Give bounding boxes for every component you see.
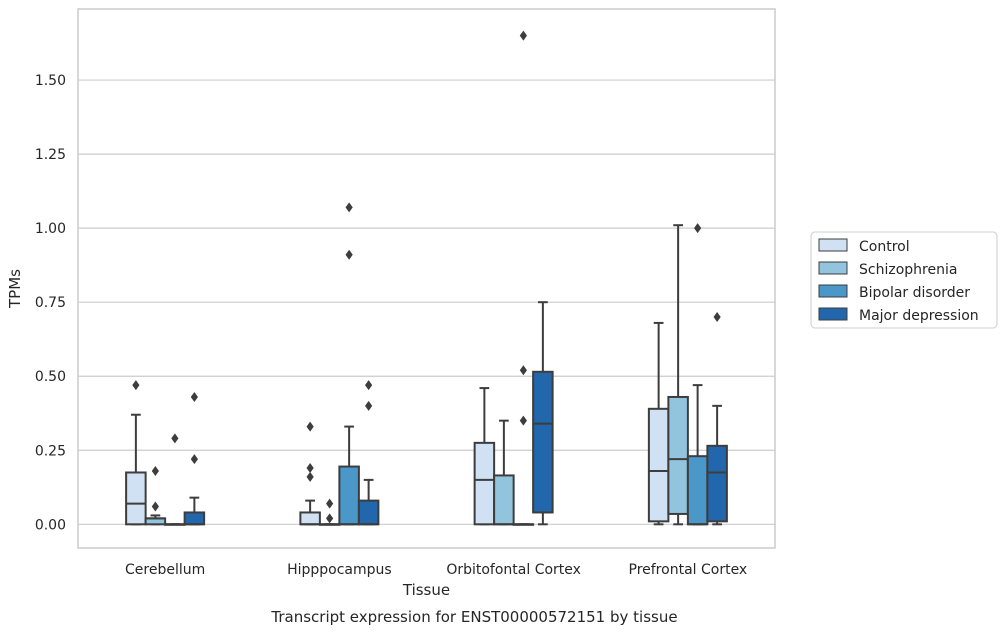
outlier-point	[519, 365, 527, 376]
x-tick-label: Hipppocampus	[287, 562, 392, 578]
outlier-point	[326, 513, 334, 524]
outlier-point	[306, 463, 314, 474]
box-3-1	[357, 380, 380, 526]
box-iqr	[532, 370, 554, 514]
y-tick-label: 0.00	[35, 517, 66, 533]
outlier-point	[365, 380, 373, 391]
box-0-0	[125, 380, 147, 526]
box-2-2	[512, 30, 535, 526]
legend-box	[810, 231, 998, 329]
box-3-3	[706, 312, 728, 526]
outlier-point	[306, 421, 314, 432]
outlier-point	[190, 391, 198, 402]
y-tick-label: 1.25	[35, 147, 66, 163]
box-0-1	[299, 421, 321, 526]
outlier-point	[345, 202, 353, 213]
box-1-2	[493, 419, 515, 526]
legend: Control Schizophrenia Bipolar disorder Majo…	[810, 231, 998, 329]
box-plots	[125, 30, 728, 526]
outlier-point	[365, 400, 373, 411]
box-2-0	[164, 433, 186, 526]
box-iqr	[125, 471, 147, 526]
legend-swatch	[818, 307, 848, 321]
x-axis-label: Tissue	[402, 581, 450, 599]
outlier-point	[190, 454, 198, 465]
outlier-point	[306, 471, 314, 482]
box-2-3	[686, 223, 709, 526]
x-tick-labels: Cerebellum Hipppocampus Orbitofontal Corte…	[125, 562, 747, 578]
box-iqr	[338, 465, 360, 526]
x-tick-label: Cerebellum	[125, 562, 205, 578]
legend-entry: Schizophrenia	[859, 262, 957, 278]
x-tick-label: Orbitofontal Cortex	[446, 562, 581, 578]
y-tick-label: 0.75	[35, 295, 66, 311]
grid-lines	[78, 79, 775, 525]
chart-caption: Transcript expression for ENST0000057215…	[270, 608, 677, 626]
outlier-point	[713, 312, 721, 322]
outlier-point	[345, 249, 353, 260]
outlier-point	[519, 415, 527, 426]
box-iqr	[357, 499, 380, 526]
y-tick-label: 0.50	[35, 369, 66, 385]
plot-frame	[77, 8, 776, 549]
box-3-0	[183, 391, 206, 526]
legend-entry: Major depression	[859, 308, 979, 324]
box-iqr	[299, 511, 321, 526]
box-iqr	[667, 395, 689, 515]
legend-swatch	[818, 261, 848, 275]
y-axis-label: TPMs	[6, 269, 24, 309]
outlier-point	[151, 466, 159, 476]
box-3-2	[532, 301, 554, 526]
outlier-point	[694, 223, 702, 234]
legend-swatch	[818, 284, 848, 298]
outlier-point	[519, 30, 527, 41]
box-iqr	[647, 407, 670, 523]
box-0-3	[647, 321, 670, 526]
outlier-point	[132, 380, 140, 391]
legend-swatch	[818, 238, 848, 252]
outlier-point	[326, 498, 334, 509]
box-1-3	[667, 224, 689, 526]
y-tick-label: 1.50	[35, 73, 66, 89]
box-iqr	[706, 444, 728, 523]
y-tick-label: 1.00	[35, 221, 66, 237]
box-1-1	[318, 498, 341, 526]
box-1-0	[144, 466, 167, 526]
box-iqr	[686, 455, 709, 526]
legend-entry: Control	[859, 239, 910, 255]
box-2-1	[338, 202, 360, 526]
x-tick-label: Prefrontal Cortex	[629, 562, 748, 578]
y-tick-label: 0.25	[35, 443, 66, 459]
box-iqr	[473, 441, 496, 526]
outlier-point	[151, 501, 159, 512]
y-tick-labels: 0.00 0.25 0.50 0.75 1.00 1.25 1.50	[35, 73, 66, 533]
box-iqr	[493, 474, 515, 526]
box-iqr	[183, 511, 206, 526]
legend-entry: Bipolar disorder	[859, 285, 970, 301]
box-0-2	[473, 387, 496, 526]
outlier-point	[171, 433, 179, 444]
